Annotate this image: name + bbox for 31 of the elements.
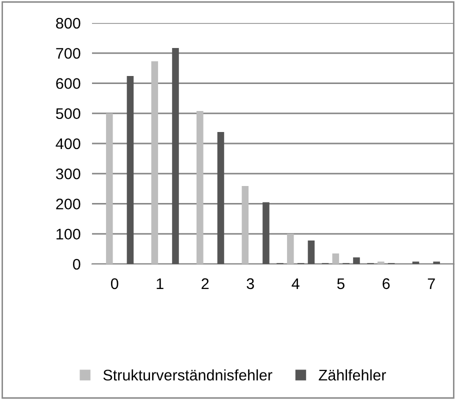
bar bbox=[151, 61, 158, 264]
x-tick-label: 6 bbox=[382, 278, 390, 290]
y-tick-label: 500 bbox=[56, 108, 80, 120]
y-tick-label: 400 bbox=[56, 138, 80, 150]
bar bbox=[332, 253, 340, 264]
bar bbox=[172, 48, 179, 264]
y-tick-label: 700 bbox=[56, 48, 80, 59]
bar bbox=[217, 132, 224, 264]
bar bbox=[308, 240, 315, 264]
y-tick-label: 600 bbox=[56, 78, 80, 89]
x-tick-label: 7 bbox=[428, 278, 435, 289]
bar bbox=[106, 113, 113, 264]
x-tick-label: 3 bbox=[246, 278, 254, 290]
bar bbox=[126, 76, 134, 264]
x-tick-label: 2 bbox=[202, 278, 209, 289]
legend-label: Zählfehler bbox=[318, 369, 386, 381]
x-tick-label: 5 bbox=[337, 278, 344, 290]
legend-label: Strukturverständnisfehler bbox=[103, 369, 272, 381]
x-tick-label: 1 bbox=[156, 278, 164, 289]
bar bbox=[353, 257, 360, 264]
bar bbox=[262, 202, 270, 264]
x-tick-label: 4 bbox=[292, 278, 300, 289]
bar bbox=[287, 234, 294, 264]
y-tick-label: 300 bbox=[56, 168, 80, 180]
y-tick-label: 800 bbox=[56, 18, 80, 29]
y-tick-label: 0 bbox=[72, 258, 80, 270]
y-tick-label: 100 bbox=[56, 228, 80, 240]
x-tick-label: 0 bbox=[110, 278, 118, 290]
bar bbox=[242, 186, 249, 264]
y-tick-label: 200 bbox=[56, 198, 80, 210]
bar bbox=[196, 110, 204, 264]
